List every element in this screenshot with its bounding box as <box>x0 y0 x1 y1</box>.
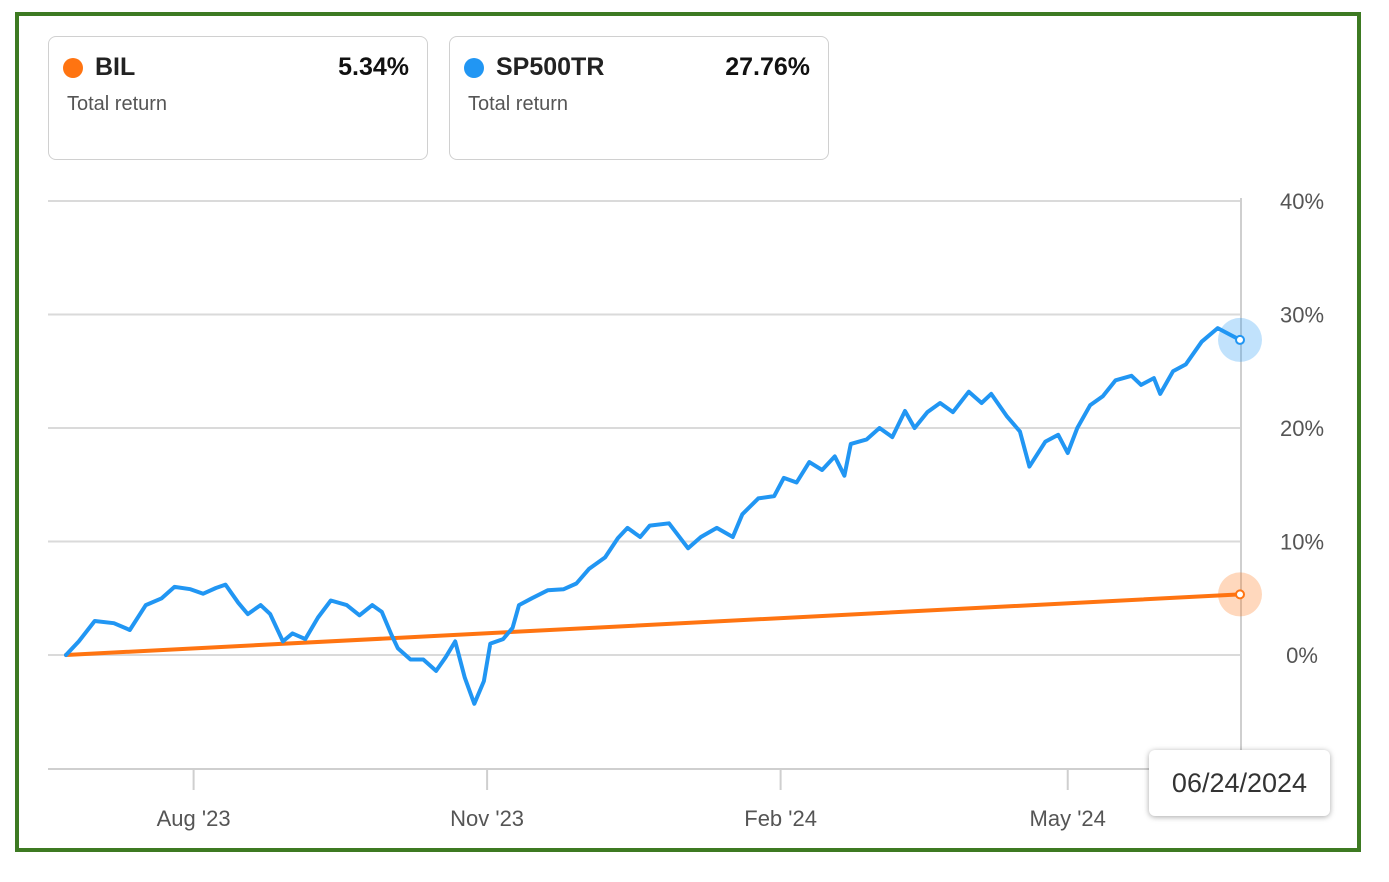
x-axis: Aug '23 Nov '23 Feb '24 May '24 <box>157 769 1106 831</box>
series-line-sp500tr <box>64 326 1242 706</box>
legend-card-sp500tr[interactable]: SP500TR 27.76% Total return <box>449 36 829 160</box>
legend-value: 27.76% <box>725 53 810 81</box>
series-lines <box>64 326 1242 706</box>
series-line-bil <box>64 592 1242 657</box>
series-endpoints <box>1218 317 1262 617</box>
legend-sublabel: Total return <box>67 93 168 115</box>
y-tick-label: 10% <box>1280 530 1324 555</box>
date-tooltip: 06/24/2024 <box>1149 750 1330 816</box>
y-tick-label: 20% <box>1280 416 1324 441</box>
x-tick-label: Aug '23 <box>157 806 231 831</box>
legend-name: BIL <box>95 53 136 81</box>
endpoint-marker[interactable] <box>1235 589 1245 600</box>
legend-sublabel: Total return <box>468 93 569 115</box>
endpoint-marker[interactable] <box>1235 334 1245 345</box>
x-tick-label: Feb '24 <box>744 806 817 831</box>
legend-name: SP500TR <box>496 53 605 81</box>
x-tick-label: May '24 <box>1030 806 1106 831</box>
gridlines <box>48 198 1242 770</box>
legend-card-bil[interactable]: BIL 5.34% Total return <box>48 36 428 160</box>
y-tick-label: 30% <box>1280 303 1324 328</box>
bil-color-dot <box>63 58 83 78</box>
y-tick-label: 40% <box>1280 189 1324 214</box>
y-axis: 40% 30% 20% 10% 0% <box>1280 189 1324 668</box>
sp500tr-color-dot <box>464 58 484 78</box>
legend-value: 5.34% <box>338 53 409 81</box>
y-tick-label: 0% <box>1286 643 1318 668</box>
x-tick-label: Nov '23 <box>450 806 524 831</box>
